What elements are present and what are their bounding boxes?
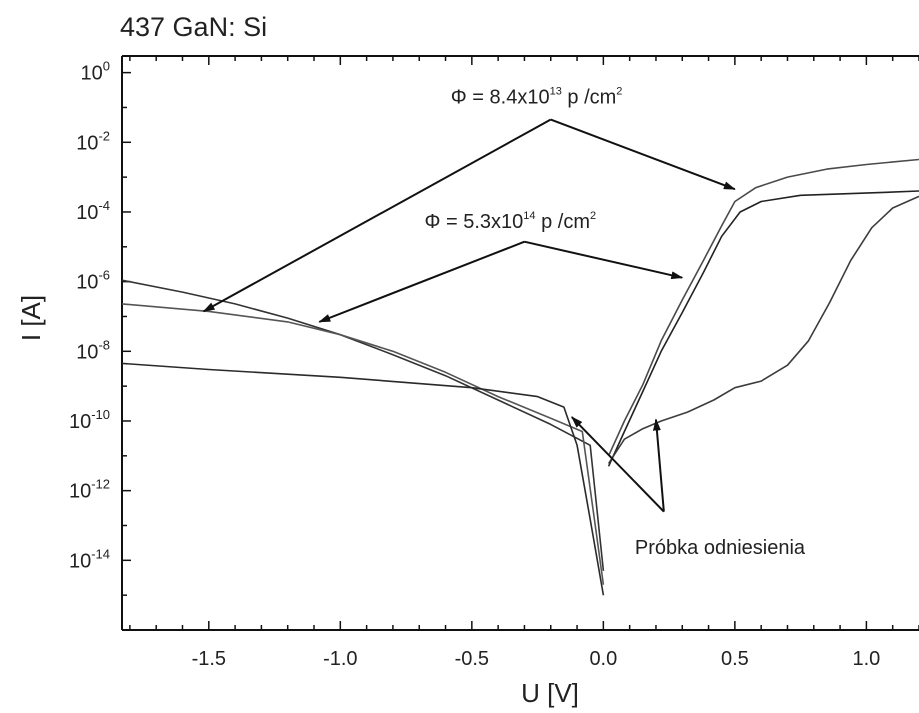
x-tick-label: 0.0 — [589, 648, 617, 670]
annotation-arrow-1-2 — [550, 118, 736, 191]
series-line-3 — [121, 362, 605, 596]
x-tick-label: -0.5 — [455, 648, 489, 670]
y-tick-label: 10-8 — [76, 337, 110, 363]
y-tick-label: 10-4 — [76, 198, 110, 224]
chart-title: 437 GaN: Si — [120, 12, 268, 42]
x-tick-label: -1.5 — [192, 648, 226, 670]
annotation-label-3: Próbka odniesienia — [635, 537, 806, 559]
x-tick-label: 0.5 — [721, 648, 749, 670]
x-tick-label: 1.0 — [852, 648, 880, 670]
annotation-arrow-2-2 — [524, 240, 684, 280]
series-line-4 — [607, 158, 919, 457]
annotation-arrow-3-1 — [571, 416, 665, 513]
axes: -1.5 -1.0 -0.5 0.0 0.5 1.0 100 10-2 10-4 10-6 10-8… — [69, 55, 919, 670]
x-axis-label: U [V] — [521, 678, 579, 708]
y-tick-label: 100 — [81, 59, 110, 85]
series-line-5 — [607, 190, 919, 467]
y-tick-label: 10-2 — [76, 128, 110, 154]
x-tick-label: -1.0 — [323, 648, 357, 670]
y-tick-label: 10-14 — [69, 546, 110, 572]
y-axis-label: I [A] — [16, 295, 46, 341]
annotation-label-1: Φ = 8.4x1013 p /cm2 — [451, 85, 623, 108]
annotation-arrow-1-1 — [202, 118, 552, 313]
y-tick-label: 10-12 — [69, 477, 110, 503]
y-tick-label: 10-6 — [76, 268, 110, 294]
data-series — [121, 158, 919, 596]
series-line-1 — [121, 279, 605, 571]
annotations: Φ = 8.4x1013 p /cm2 Φ = 5.3x1014 p /cm2 Pr… — [202, 85, 806, 559]
y-tick-label: 10-10 — [69, 407, 110, 433]
series-line-6 — [607, 195, 919, 464]
annotation-arrow-2-1 — [318, 240, 525, 323]
series-line-2 — [121, 303, 605, 585]
annotation-label-2: Φ = 5.3x1014 p /cm2 — [424, 210, 596, 233]
annotation-arrow-3-2 — [652, 418, 665, 512]
